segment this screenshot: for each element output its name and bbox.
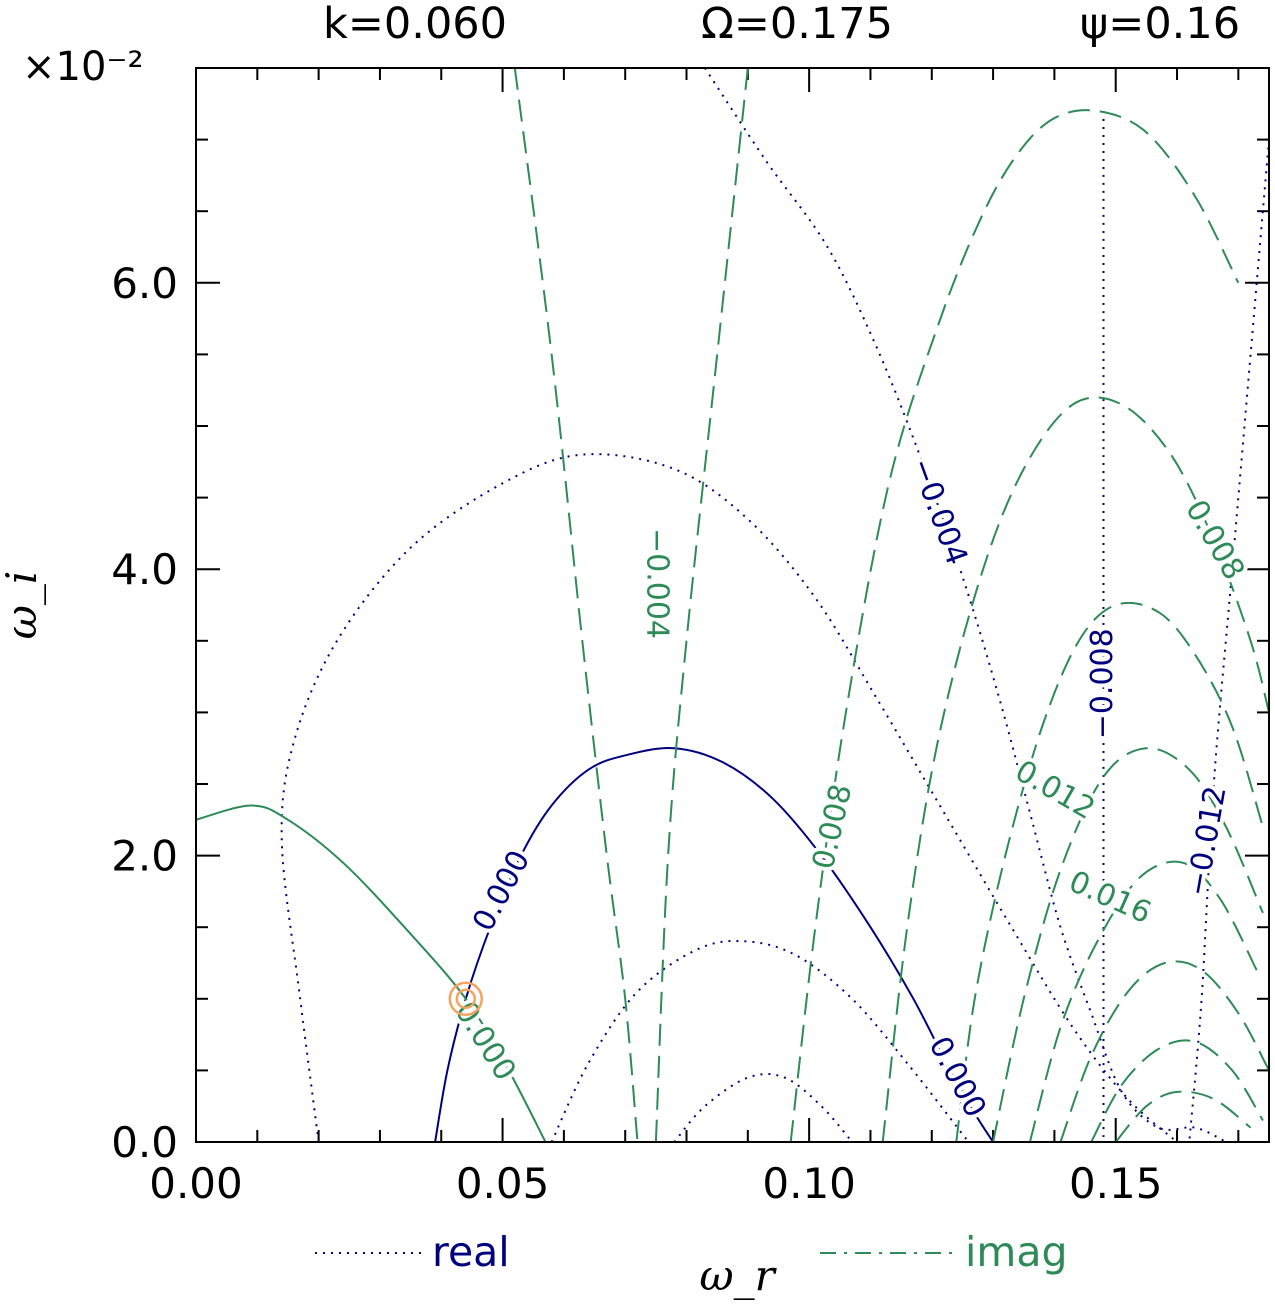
plot-area [196, 68, 1269, 1142]
y-multiplier: ×10⁻² [22, 44, 144, 90]
series-real-dotted-1 [280, 453, 1178, 1142]
tick-labels: 0.00 0.05 0.10 0.15 0.0 2.0 4.0 6.0 [111, 259, 1162, 1208]
plot-frame [195, 67, 1270, 1143]
y-tick-label: 4.0 [111, 545, 178, 594]
series-imag-dashed-13 [992, 747, 1264, 1142]
series-imag-dashed-8 [513, 68, 639, 1142]
axis-ticks [195, 67, 1269, 1143]
legend: real imag [315, 1228, 1067, 1276]
x-tick-label: 0.15 [1069, 1159, 1163, 1208]
contour-label-real: −0.008 [1085, 628, 1120, 739]
x-tick-label: 0.05 [456, 1159, 550, 1208]
legend-imag-label: imag [965, 1228, 1067, 1276]
x-axis-title: ω_r [699, 1251, 777, 1300]
y-axis-title: ω_i [0, 571, 46, 640]
contour-label-imag: 0.008 [806, 781, 859, 873]
series-imag-dashed-9 [654, 68, 749, 1142]
legend-real-label: real [432, 1228, 510, 1276]
series-imag-dashed-10 [789, 109, 1240, 1142]
contour-label-imag: 0.012 [1009, 754, 1101, 827]
contour-label-halo: −0.008 [1085, 628, 1120, 739]
contour-label-imag: −0.004 [639, 528, 674, 639]
contour-label-halo: −0.004 [639, 528, 674, 639]
series-imag-dashed-12 [955, 601, 1264, 1142]
series-imag-dashed-16 [1090, 1039, 1264, 1142]
y-tick-label: 0.0 [111, 1118, 178, 1167]
series-imag-dashed-15 [1059, 960, 1269, 1142]
contour-label-real: 0.000 [922, 1031, 993, 1123]
root-marker-inner-ring [455, 988, 477, 1010]
header-psi: ψ=0.16 [1080, 0, 1240, 49]
contour-label-imag: 0.000 [447, 996, 522, 1087]
contour-label-real: −0.004 [903, 453, 974, 569]
y-tick-label: 6.0 [111, 259, 178, 308]
series-real-solid-0 [434, 747, 994, 1142]
contour-label-real: 0.000 [466, 845, 537, 937]
contour-labels: 0.0000.0000.0000.000−0.004−0.004−0.008−0… [443, 449, 1255, 1127]
root-marker-layer [448, 981, 484, 1017]
series-imag-dashed-17 [1114, 1090, 1252, 1142]
series-real-dotted-2 [550, 939, 970, 1142]
header-omega: Ω=0.175 [701, 0, 893, 49]
series-real-dotted-3 [673, 1073, 853, 1142]
series-imag-dashed-11 [881, 396, 1269, 1142]
x-tick-label: 0.00 [149, 1159, 243, 1208]
contour-label-imag: 0.008 [1178, 494, 1251, 586]
series-imag-dashed-14 [1028, 860, 1258, 1142]
contour-label-real: −0.012 [1180, 783, 1234, 898]
header-k: k=0.060 [323, 0, 507, 49]
series-imag-solid-7 [196, 804, 547, 1142]
x-tick-label: 0.10 [762, 1159, 856, 1208]
series-real-dotted-4 [704, 68, 1227, 1142]
y-tick-label: 2.0 [111, 832, 178, 881]
root-marker-outer-ring [448, 981, 484, 1017]
